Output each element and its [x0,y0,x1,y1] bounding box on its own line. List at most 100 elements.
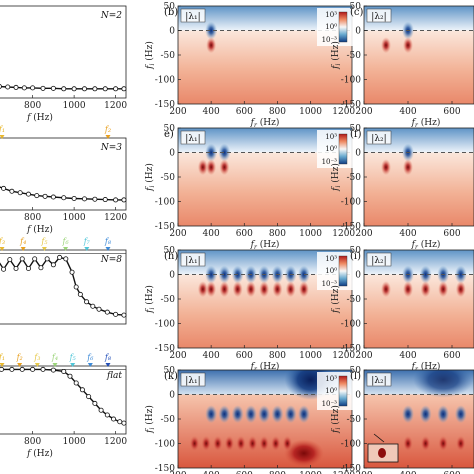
plot-frame [0,365,127,435]
pole-spot [270,435,281,452]
pole-spot [206,281,217,298]
data-point [82,86,88,92]
heatmap-panel-h: 200 400 600 800 1000 1200 fr (Hz) 50 0 -50 -100 -15… [144,246,355,373]
colorbar-label: 10³ [325,133,337,141]
frequency-marker-arrow [87,363,93,367]
x-axis-label: fr (Hz) [411,239,441,251]
y-tick-label: -50 [161,415,176,425]
data-point [71,195,77,201]
zero-spot [205,21,218,40]
x-tick-label: 600 [443,229,460,239]
panel-tag: N=3 [100,143,122,153]
data-point [121,197,127,203]
zero-spot [454,265,467,284]
pole-spot [381,159,391,176]
x-tick-label: 200 [355,229,372,239]
y-tick-label: -100 [341,76,361,86]
x-axis-label: fr (Hz) [250,361,280,373]
pole-spot [206,37,217,54]
lambda-label: |λ₁| [185,12,200,22]
x-tick-label: 600 [443,107,460,117]
x-tick-label: 1200 [332,229,355,239]
colorbar-label: 10⁻³ [322,280,338,288]
data-point [0,366,4,372]
data-point [13,84,19,90]
lambda-label-box [366,130,392,145]
lambda-label-box [180,130,206,145]
data-point [69,269,75,275]
x-tick-label: 800 [24,213,41,223]
colorbar [338,375,348,407]
frequency-marker: f₂ [104,125,111,134]
x-axis-label: fr (Hz) [250,117,280,129]
frequency-marker-arrow [52,363,58,367]
pole-spot [206,159,217,176]
dark-blue-region [413,370,474,398]
pole-spot [259,281,270,298]
colorbar-label: 10³ [325,255,337,263]
y-axis-label: fi (Hz) [330,163,342,192]
frequency-marker: f₃ [0,237,5,246]
pole-spot [272,281,283,298]
data-point [63,256,69,262]
zero-spot [205,405,218,424]
pole-spot [455,435,466,452]
y-axis-label: fi (Hz) [330,285,342,314]
x-tick-label: 400 [399,351,416,361]
y-tick-label: 50 [164,366,176,376]
data-point [38,265,44,271]
lower-half-field [364,152,474,226]
y-tick-label: 50 [164,246,176,256]
frequency-marker: f₅ [69,353,77,362]
zero-spot [205,265,218,284]
x-tick-label: 400 [203,351,220,361]
x-tick-label: 400 [399,107,416,117]
inset-pole [378,448,386,458]
colorbar-label: 10⁰ [325,23,337,31]
y-tick-label: 0 [355,149,361,159]
y-tick-label: -50 [347,415,362,425]
x-tick-label: 1200 [332,351,355,361]
data-point [67,373,73,379]
panel-tag: flat [106,371,122,381]
panel-letter: e) [164,129,174,140]
y-axis-label: fi (Hz) [144,163,156,192]
pole-spot [259,435,270,452]
data-point [82,196,88,202]
data-point [50,85,56,91]
data-point [13,265,19,271]
zero-spot [218,143,231,162]
pole-spot [219,281,230,298]
heatmap-panels: 200 400 600 800 1000 1200 fr (Hz) 50 0 -50 -100 -15… [144,2,474,474]
pole-spot [224,435,235,452]
y-tick-label: -50 [161,295,176,305]
panel-letter: (h) [164,251,178,262]
inset-arrow [373,433,385,443]
y-tick-label: 0 [169,391,175,401]
pole-spot [298,281,309,298]
zero-spot [437,405,450,424]
panel-tag: N=8 [100,255,122,265]
x-tick-label: 1200 [104,437,127,447]
pole-spot [403,281,413,298]
pole-spot [197,159,208,176]
frequency-marker: f₆ [86,353,94,362]
data-point [1,185,7,191]
y-axis-label: fi (Hz) [330,41,342,70]
frequency-marker-arrow [105,363,111,367]
x-tick-label: 1200 [332,471,355,474]
panel-letter: (l) [350,371,361,382]
pole-spot [438,435,449,452]
x-tick-label: 200 [355,471,372,474]
data-point [86,394,92,400]
data-point [0,84,2,89]
data-point [9,366,15,372]
x-tick-label: 800 [24,437,41,447]
data-point [61,86,67,92]
zero-spot [218,265,231,284]
pole-spot [201,435,212,452]
data-point [73,284,79,290]
data-point [44,256,50,262]
frequency-marker: f₈ [104,237,112,246]
